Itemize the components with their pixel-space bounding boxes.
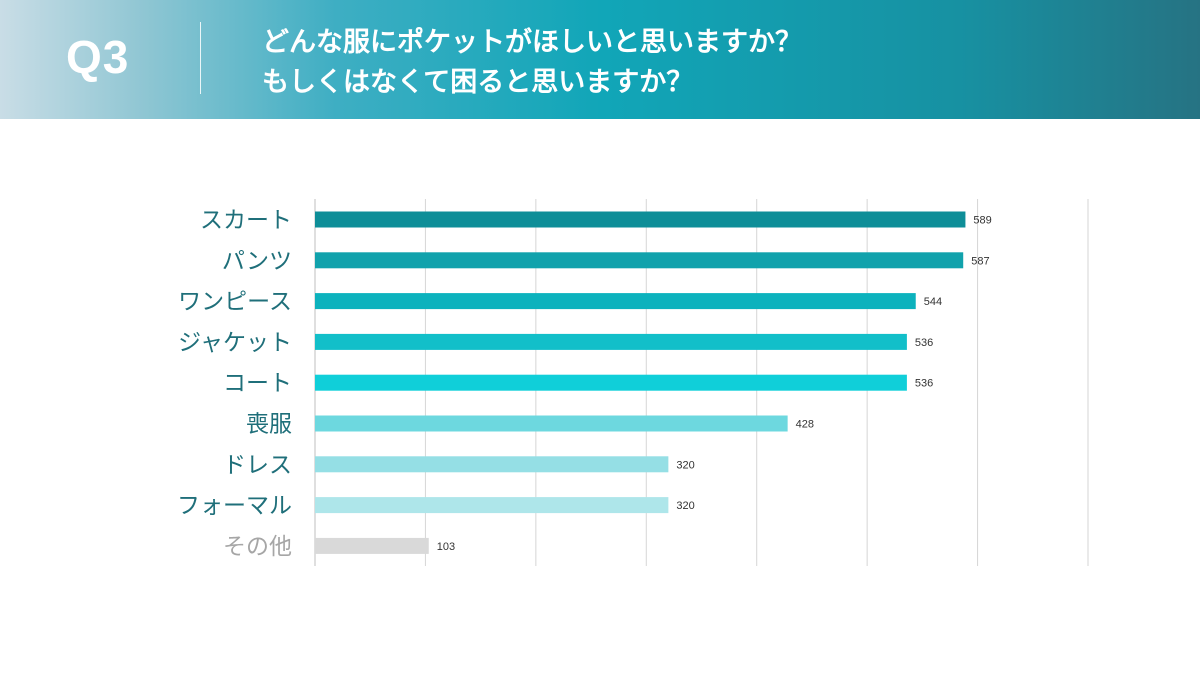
category-label: その他 (223, 534, 292, 560)
category-label: フォーマル (177, 493, 292, 519)
category-label: 喪服 (246, 412, 292, 438)
category-label: コート (223, 371, 292, 397)
category-label: ジャケット (178, 330, 292, 356)
bar-7 (315, 456, 669, 473)
header-divider (200, 22, 201, 94)
bar-6 (315, 415, 788, 432)
category-label: ワンピース (178, 289, 292, 315)
bar-1 (315, 211, 966, 228)
category-label: スカート (200, 208, 292, 234)
question-title-line-2: もしくはなくて困ると思いますか？ (262, 67, 694, 98)
category-label: パンツ (222, 248, 292, 274)
value-label: 103 (437, 541, 455, 553)
value-label: 589 (973, 215, 991, 227)
value-label: 320 (676, 500, 694, 512)
value-label: 428 (796, 419, 814, 431)
value-label: 587 (971, 255, 989, 267)
value-label: 320 (676, 459, 694, 471)
bar-2 (315, 252, 964, 269)
bar-9 (315, 537, 429, 554)
header-banner: Q3 どんな服にポケットがほしいと思いますか？ もしくはなくて困ると思いますか？ (0, 0, 1200, 119)
question-number: Q3 (66, 31, 130, 83)
bar-3 (315, 293, 916, 310)
labels: スカート 589 パンツ 587 ワンピース 544 ジャケット 536 コート 536 喪服 428… (177, 208, 992, 560)
bar-4 (315, 333, 907, 350)
bar-5 (315, 374, 907, 391)
bars (315, 211, 966, 554)
category-label: ドレス (223, 452, 292, 478)
value-label: 544 (924, 296, 942, 308)
bar-8 (315, 497, 669, 514)
value-label: 536 (915, 378, 933, 390)
value-label: 536 (915, 337, 933, 349)
question-title-line-1: どんな服にポケットがほしいと思いますか？ (262, 27, 802, 58)
